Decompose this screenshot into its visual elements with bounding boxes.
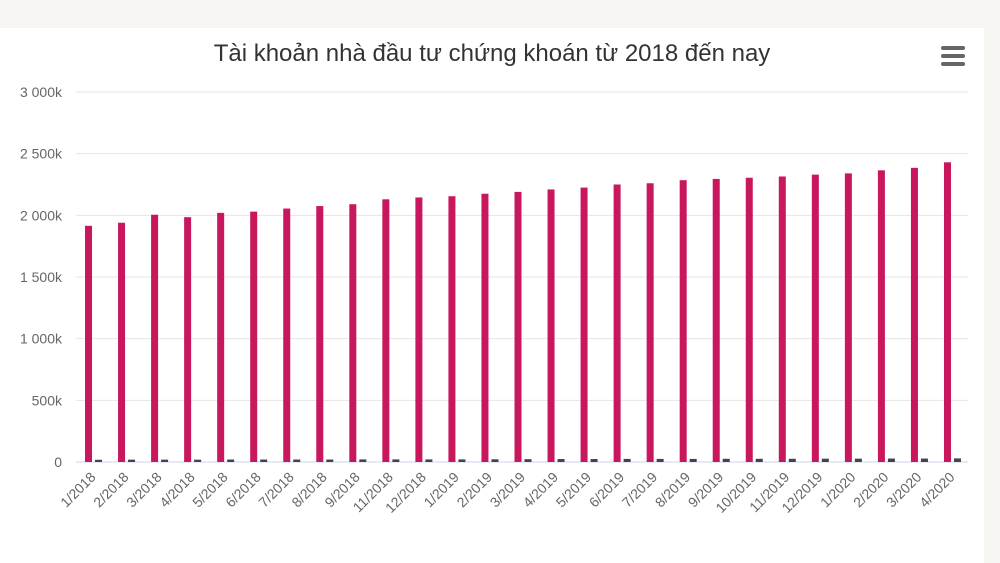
bar-main	[382, 199, 390, 463]
bar-chart: 0 500k 1 000k 1 500k 2 000k 2 500k 3 000k 1/201…	[20, 84, 968, 516]
y-tick-label: 2 000k	[20, 207, 63, 223]
bar-secondary	[821, 458, 829, 462]
x-tick-label: 4/2018	[156, 469, 198, 511]
bar-secondary	[920, 458, 928, 462]
bar-secondary	[194, 459, 202, 462]
x-tick-label: 1/2020	[817, 469, 859, 511]
hamburger-menu-icon	[941, 46, 965, 50]
x-tick-label: 6/2019	[586, 469, 628, 511]
bar-secondary	[953, 458, 961, 462]
bar-main	[580, 187, 588, 463]
hamburger-menu-icon-line	[941, 62, 965, 66]
bar-secondary	[722, 458, 730, 462]
bar-secondary	[656, 458, 664, 462]
bar-secondary	[260, 459, 268, 462]
x-tick-label: 8/2019	[652, 469, 694, 511]
x-tick-label: 6/2018	[222, 469, 264, 511]
bar-secondary	[359, 459, 367, 462]
bar-main	[349, 204, 357, 462]
bar-secondary	[491, 459, 499, 462]
x-tick-label: 2/2020	[850, 469, 892, 511]
x-tick-label: 5/2018	[189, 469, 231, 511]
bar-main	[646, 183, 654, 462]
bar-secondary	[326, 459, 334, 462]
bar-main	[943, 162, 951, 463]
bar-secondary	[458, 459, 466, 462]
bar-main	[745, 177, 753, 462]
y-tick-label: 1 500k	[20, 269, 63, 285]
bar-main	[448, 196, 456, 462]
bar-main	[844, 173, 852, 462]
x-tick-label: 3/2018	[123, 469, 165, 511]
bar-secondary	[425, 459, 433, 462]
bar-main	[283, 208, 291, 462]
x-tick-label: 5/2019	[553, 469, 595, 511]
bar-secondary	[788, 458, 796, 462]
bar-secondary	[95, 459, 103, 462]
x-tick-label: 3/2020	[883, 469, 925, 511]
bar-main	[910, 167, 918, 462]
x-tick-label: 7/2019	[619, 469, 661, 511]
bar-main	[712, 178, 720, 462]
bar-main	[481, 193, 489, 462]
bar-main	[415, 197, 423, 462]
bar-main	[184, 217, 192, 462]
x-tick-label: 4/2019	[520, 469, 562, 511]
x-tick-label: 7/2018	[255, 469, 297, 511]
bar-main	[613, 184, 621, 462]
bar-secondary	[524, 459, 532, 462]
bar-main	[778, 176, 786, 462]
x-tick-label: 3/2019	[487, 469, 529, 511]
bar-secondary	[392, 459, 400, 462]
bar-main	[811, 174, 819, 462]
bar-secondary	[161, 459, 169, 462]
x-tick-label: 1/2018	[57, 469, 99, 511]
x-tick-label: 2/2018	[90, 469, 132, 511]
x-tick-label: 4/2020	[916, 469, 958, 511]
bar-main	[547, 189, 555, 462]
bar-secondary	[590, 459, 598, 462]
y-tick-label: 3 000k	[20, 84, 63, 100]
x-tick-label: 8/2018	[288, 469, 330, 511]
chart-menu-button[interactable]	[936, 46, 970, 72]
bar-secondary	[755, 458, 763, 462]
bar-secondary	[293, 459, 301, 462]
bar-main	[877, 170, 885, 463]
hamburger-menu-icon-line	[941, 54, 965, 58]
y-tick-label: 1 000k	[20, 331, 63, 347]
bar-main	[250, 211, 258, 462]
chart-title: Tài khoản nhà đầu tư chứng khoán từ 2018…	[213, 40, 771, 67]
bar-main	[514, 191, 522, 462]
y-tick-label: 2 500k	[20, 146, 63, 162]
y-tick-label: 500k	[32, 392, 63, 408]
x-tick-label: 1/2019	[420, 469, 462, 511]
bar-main	[679, 180, 687, 462]
chart-card: 0 500k 1 000k 1 500k 2 000k 2 500k 3 000k 1/201…	[0, 28, 984, 563]
bar-secondary	[227, 459, 235, 462]
bar-main	[217, 212, 225, 462]
bar-secondary	[854, 458, 862, 462]
bar-secondary	[128, 459, 136, 462]
bar-secondary	[689, 458, 697, 462]
bar-main	[151, 214, 159, 462]
x-tick-label: 2/2019	[453, 469, 495, 511]
bar-main	[85, 225, 93, 462]
bar-secondary	[887, 458, 895, 462]
y-tick-label: 0	[54, 454, 62, 470]
bar-secondary	[623, 458, 631, 462]
bar-main	[118, 222, 126, 462]
bar-main	[316, 206, 324, 462]
bar-secondary	[557, 459, 565, 462]
